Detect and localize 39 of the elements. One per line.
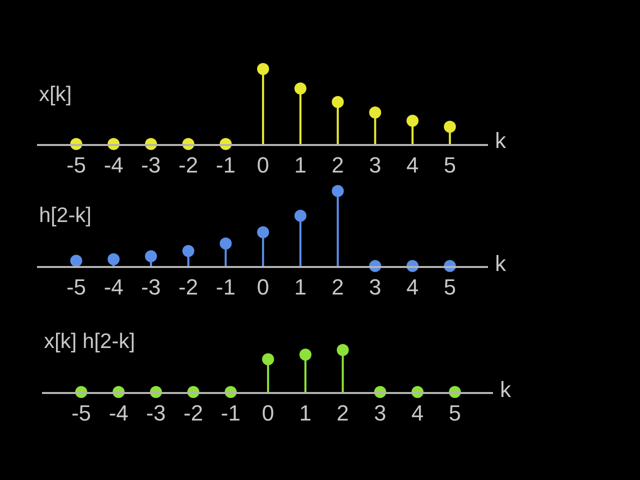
x-tick-label: -2 [178, 274, 198, 300]
x-tick-label: -5 [66, 152, 86, 178]
x-tick-label: 2 [336, 400, 349, 426]
x-tick-label: 5 [444, 152, 456, 178]
x-tick-label: -3 [146, 400, 166, 426]
x-axis-title: k [495, 251, 507, 276]
x-tick-label: -4 [104, 274, 124, 300]
text: x[k] [39, 83, 72, 106]
chart-title: x[k] h[2-k] [44, 330, 136, 353]
x-tick-label: -3 [141, 274, 161, 300]
x-tick-label: 4 [411, 400, 424, 426]
x-tick-label: -5 [71, 400, 92, 426]
x-tick-label: -1 [216, 274, 236, 300]
x-tick-label: -2 [184, 400, 204, 426]
x-tick-label: 0 [262, 400, 274, 426]
x-tick-label: -5 [66, 274, 86, 300]
x-tick-label: 1 [299, 400, 312, 426]
x-tick-label: -4 [104, 152, 124, 178]
text: h[2-k] [39, 204, 92, 227]
x-tick-label: 1 [294, 152, 307, 178]
x-tick-label: 2 [332, 152, 344, 178]
x-tick-label: 4 [406, 152, 419, 178]
x-tick-label: -3 [141, 152, 161, 178]
x-tick-label: 1 [294, 274, 307, 300]
x-tick-label: -2 [178, 152, 198, 178]
x-tick-label: -1 [216, 152, 236, 178]
x-axis-title: k [500, 377, 512, 402]
x-tick-label: -1 [220, 400, 240, 426]
x-tick-label: 5 [444, 274, 456, 300]
x-tick-label: 0 [256, 274, 270, 300]
x-tick-label: 5 [448, 400, 462, 426]
x-tick-label: 3 [369, 274, 382, 300]
x-axis-title: k [495, 128, 507, 153]
x-tick-label: 4 [406, 274, 419, 300]
x-tick-label: 2 [332, 274, 344, 300]
x-tick-label: 0 [256, 152, 270, 178]
x-tick-label: -4 [108, 400, 128, 426]
x-tick-label: 3 [369, 152, 382, 178]
x-tick-label: 3 [374, 400, 386, 426]
